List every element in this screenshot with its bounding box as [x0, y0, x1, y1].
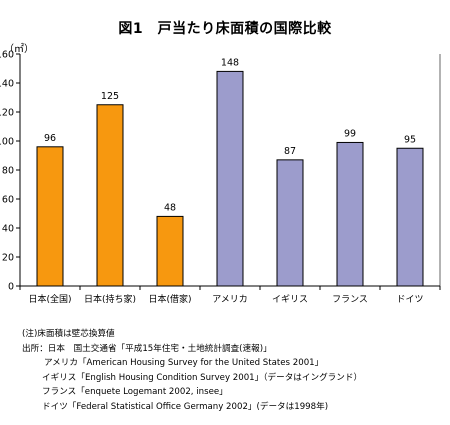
- bar: [96, 104, 124, 287]
- bar: [396, 147, 424, 287]
- bar: [276, 159, 304, 287]
- x-tick-label: アメリカ: [212, 294, 248, 305]
- data-label: 125: [101, 91, 119, 102]
- y-tick-label: 100: [0, 137, 14, 148]
- y-tick-label: 0: [8, 282, 14, 293]
- x-tick-label: ドイツ: [396, 295, 423, 305]
- y-tick-label: 160: [0, 50, 14, 61]
- data-label: 95: [404, 134, 416, 145]
- y-axis-unit-label: （㎡）: [4, 44, 34, 55]
- source-line: アメリカ「American Housing Survey for the Uni…: [44, 358, 324, 369]
- source-line: イギリス「English Housing Condition Survey 20…: [42, 372, 363, 383]
- y-tick-label: 80: [2, 166, 14, 177]
- footnotes: (注)床面積は壁芯換算値 出所：日本 国土交通省「平成15年住宅・土地統計調査(…: [22, 327, 362, 415]
- y-tick-label: 20: [2, 253, 14, 264]
- bar: [216, 70, 244, 287]
- y-tick-label: 60: [2, 195, 14, 206]
- source-line: フランス「enquete Logemant 2002, insee」: [42, 387, 228, 398]
- y-tick-label: 120: [0, 108, 14, 119]
- x-tick-label: 日本(全国): [28, 293, 71, 305]
- chart-title: 図1 戸当たり床面積の国際比較: [118, 21, 332, 37]
- data-label: 48: [164, 202, 176, 213]
- y-tick-label: 40: [2, 224, 14, 235]
- bar: [156, 215, 184, 287]
- x-tick-label: フランス: [332, 294, 368, 305]
- x-tick-label: 日本(借家): [148, 293, 191, 305]
- source-line: ドイツ「Federal Statistical Office Germany 2…: [42, 401, 329, 412]
- note-line: (注)床面積は壁芯換算値: [22, 329, 115, 339]
- data-label: 99: [344, 128, 356, 139]
- data-label: 148: [221, 57, 239, 68]
- x-tick-label: 日本(持ち家): [84, 293, 136, 305]
- data-label: 96: [44, 133, 56, 144]
- source-line: 出所：日本 国土交通省「平成15年住宅・土地統計調査(速報)」: [22, 343, 272, 354]
- bar-chart: 0 20 40 60 80 100 120 140 160 96 日本(全国) 125 日本(持ち家)…: [0, 50, 441, 305]
- bar: [336, 141, 364, 287]
- y-tick-label: 140: [0, 79, 14, 90]
- bar: [36, 146, 64, 287]
- data-label: 87: [284, 146, 296, 157]
- x-tick-label: イギリス: [272, 294, 308, 305]
